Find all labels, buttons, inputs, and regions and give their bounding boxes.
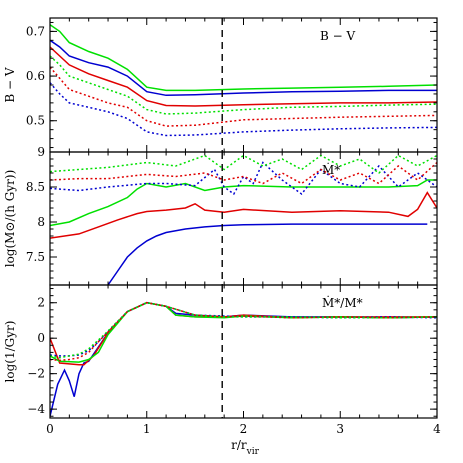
x-tick-label: 4 [433, 422, 441, 436]
panel-3-annotation: Ṁ*/M* [322, 295, 363, 310]
panel-2-series-2-line [50, 191, 437, 239]
panel-3-ytick-label: 2 [37, 296, 45, 310]
panel-2: 7.5 8 8.5 9 Ṁ* log(M⊙/(h Gyr)) [3, 145, 438, 286]
x-tick-label: 2 [240, 422, 248, 436]
panel-1-series-5-line [50, 66, 437, 127]
panel-3-series-1-line [50, 301, 437, 417]
panel-1: 0.5 0.6 0.7 B − V B − V [3, 17, 438, 153]
panel-3: −4 −2 0 2 Ṁ*/M* log(1/Gyr) [3, 284, 438, 419]
panel-3-ytick-label: −4 [27, 402, 45, 416]
x-tick-label: 1 [143, 422, 151, 436]
panel-2-ytick-label: 8 [37, 215, 45, 229]
panel-2-ylabel: log(M⊙/(h Gyr)) [3, 170, 17, 268]
panel-2-annotation: Ṁ* [322, 162, 340, 177]
panel-2-series-5-line [50, 161, 437, 185]
panel-1-annotation: B − V [320, 29, 356, 43]
panel-2-ytick-label: 8.5 [26, 180, 45, 194]
panel-1-ylabel: B − V [3, 67, 17, 103]
panel-3-series-5-line [50, 301, 437, 362]
panel-1-ytick-label: 0.6 [26, 69, 45, 83]
panel-2-series-4-line [50, 161, 437, 196]
panel-1-series-2-line [50, 39, 437, 97]
panel-1-series [50, 24, 437, 137]
panel-3-series-4-line [50, 301, 437, 357]
panel-3-frame [49, 284, 438, 419]
panel-1-series-4-line [50, 55, 437, 115]
panel-1-ytick-label: 0.5 [26, 114, 45, 128]
panel-1-series-3-line [50, 46, 437, 107]
x-tick-label: 3 [336, 422, 344, 436]
x-axis-label: r/rvir [231, 438, 259, 457]
panel-3-ytick-label: −2 [27, 367, 45, 381]
panel-3-ylabel: log(1/Gyr) [3, 321, 17, 383]
panel-1-series-6-line [50, 82, 437, 137]
panel-3-ytick-label: 0 [37, 331, 45, 345]
panel-2-series-1-line [107, 223, 428, 285]
panel-2-series [50, 154, 437, 285]
panels-group: 0.5 0.6 0.7 B − V B − V 7.5 8 8.5 9 Ṁ* log(M⊙/(h G… [3, 17, 438, 419]
panel-1-series-1-line [50, 24, 437, 92]
x-tick-label: 0 [46, 422, 54, 436]
panel-3-series [50, 301, 437, 417]
panel-2-ytick-label: 7.5 [26, 250, 45, 264]
panel-2-series-3-line [50, 179, 437, 227]
panel-2-series-6-line [50, 154, 437, 174]
panel-1-ytick-label: 0.7 [26, 24, 45, 38]
panel-2-ytick-label: 9 [37, 145, 45, 159]
x-axis: 0 1 2 3 4 [46, 422, 441, 436]
